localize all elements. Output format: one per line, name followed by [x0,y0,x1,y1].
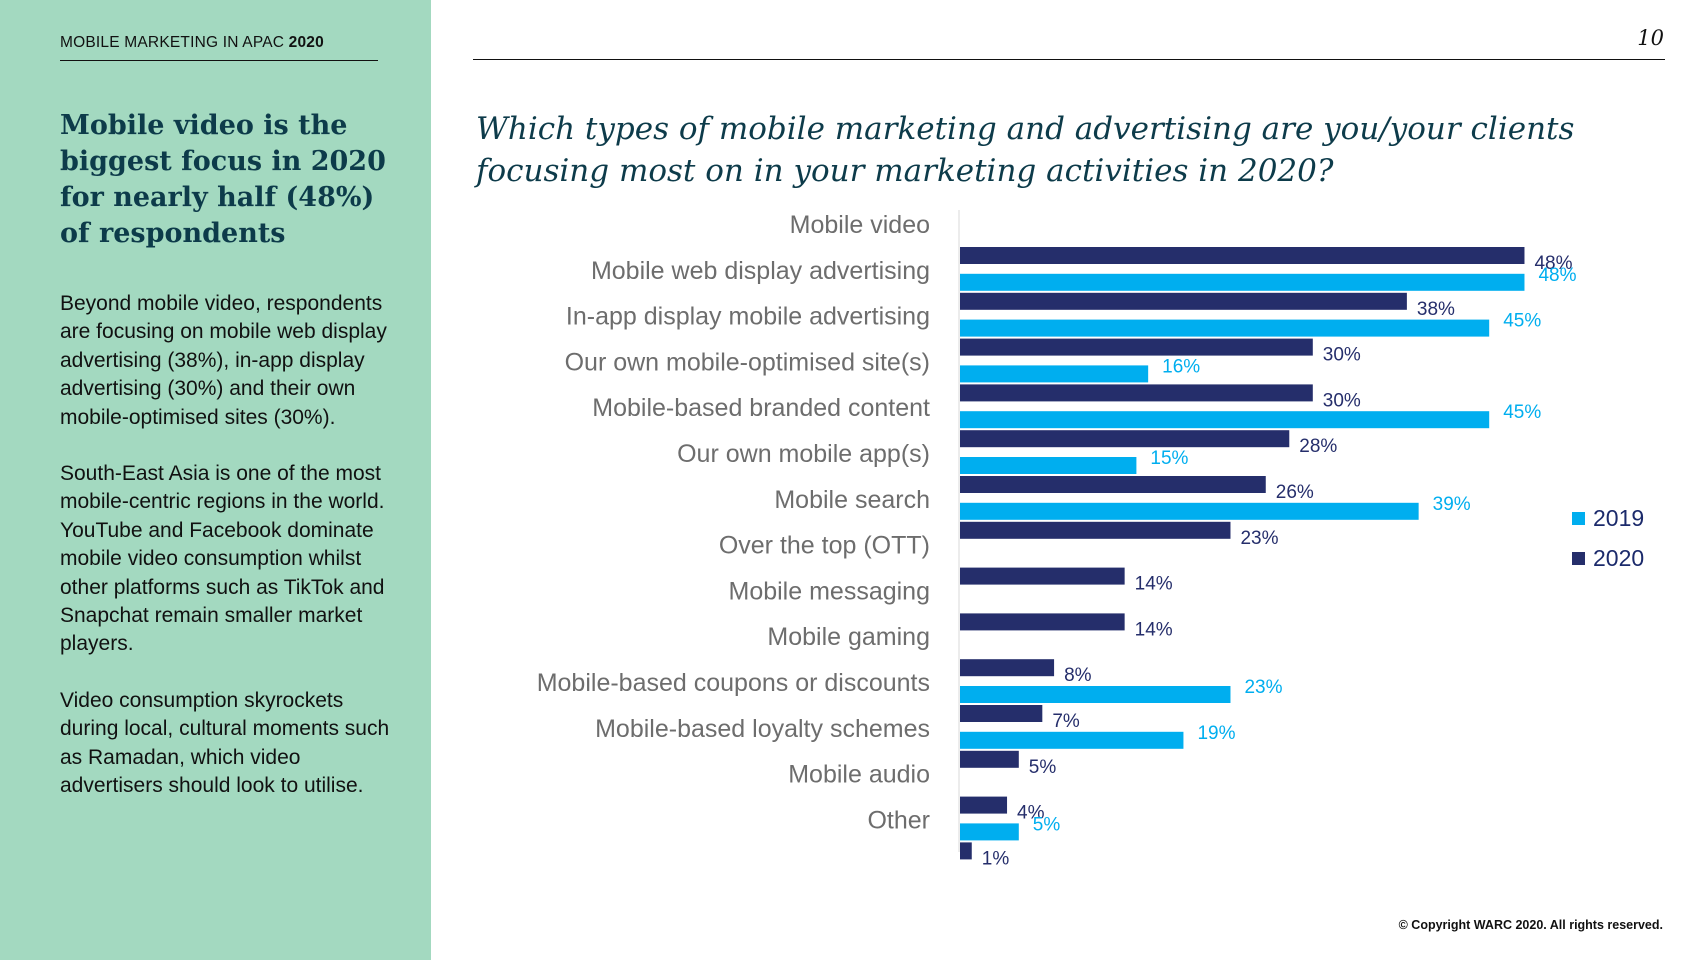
data-label-2020: 1% [982,848,1010,869]
sidebar-body: Beyond mobile video, respondents are foc… [60,290,390,829]
legend-label-2019: 2019 [1593,504,1645,531]
bar-2020 [960,521,1231,539]
data-label-2020: 5% [1029,757,1057,778]
bar-2019 [960,502,1419,520]
category-label: Mobile-based branded content [592,394,930,422]
sidebar: MOBILE MARKETING IN APAC 2020 Mobile vid… [0,0,431,960]
bar-2019 [960,731,1184,749]
legend-swatch-2020 [1572,551,1585,565]
category-label: Our own mobile-optimised site(s) [565,348,930,376]
data-label-2020: 8% [1064,665,1092,686]
data-label-2020: 26% [1276,482,1314,503]
category-label: Other [867,806,930,834]
data-label-2020: 23% [1240,528,1278,549]
bar-2020 [960,247,1525,264]
data-label-2020: 38% [1417,299,1455,320]
bar-2020 [960,384,1313,402]
data-label-2019: 16% [1162,356,1200,377]
legend-item-2020: 2020 [1572,538,1644,578]
bar-2020 [960,796,1008,814]
data-label-2019: 45% [1503,402,1541,423]
copyright-notice: © Copyright WARC 2020. All rights reserv… [1398,918,1663,932]
category-label: Mobile web display advertising [591,257,930,285]
bar-2020 [960,659,1055,677]
sidebar-paragraph-1: Beyond mobile video, respondents are foc… [60,292,387,429]
data-label-2019: 48% [1538,265,1576,286]
sidebar-heading: Mobile video is the biggest focus in 202… [60,110,386,249]
bar-2019 [960,686,1231,703]
bar-2019 [960,411,1490,429]
bar-2019 [960,273,1525,291]
category-label: Mobile video [790,211,930,239]
data-label-2020: 48% [1534,253,1572,274]
data-label-2020: 14% [1135,619,1173,640]
data-label-2019: 19% [1197,723,1235,744]
header-divider [473,59,1665,60]
document-year: 2020 [288,34,324,51]
legend-label-2020: 2020 [1593,544,1645,571]
bar-2020 [960,750,1019,768]
legend-swatch-2019 [1572,511,1585,525]
bar-2020 [960,292,1407,310]
sidebar-divider [60,60,378,61]
bar-2019 [960,365,1149,383]
bar-2020 [960,567,1125,585]
data-label-2020: 14% [1135,574,1173,595]
sidebar-paragraph-3: Video consumption skyrockets during loca… [60,688,390,798]
category-label: Mobile-based coupons or discounts [537,669,930,697]
document-title: MOBILE MARKETING IN APAC 2020 [60,34,324,51]
category-label: Over the top (OTT) [719,532,930,560]
category-label: In-app display mobile advertising [566,303,930,331]
category-label: Mobile audio [788,761,930,789]
sidebar-paragraph-2: South-East Asia is one of the most mobil… [60,462,385,656]
data-label-2020: 7% [1052,711,1080,732]
page-number: 10 [1637,26,1664,50]
bar-2019 [960,457,1137,474]
category-label: Mobile gaming [767,623,930,651]
bar-2020 [960,430,1290,448]
data-label-2019: 15% [1150,448,1188,469]
data-label-2020: 30% [1323,390,1361,411]
bar-2020 [960,705,1043,722]
data-label-2020: 4% [1017,803,1045,824]
bar-2020 [960,338,1313,356]
category-label: Mobile search [774,486,930,514]
chart-title: Which types of mobile marketing and adve… [476,111,1575,189]
data-label-2019: 45% [1503,311,1541,332]
data-label-2019: 5% [1033,814,1061,835]
bar-2019 [960,319,1490,337]
category-label: Mobile messaging [729,577,931,605]
category-label: Our own mobile app(s) [677,440,930,468]
legend-item-2019: 2019 [1572,498,1644,538]
data-label-2020: 30% [1323,345,1361,366]
bar-2020 [960,613,1125,631]
chart-legend: 2019 2020 [1572,498,1644,578]
bar-2020 [960,842,972,860]
category-label: Mobile-based loyalty schemes [595,715,930,743]
bar-2020 [960,476,1266,493]
data-label-2020: 28% [1299,436,1337,457]
bar-2019 [960,823,1019,841]
data-label-2019: 39% [1433,494,1471,515]
data-label-2019: 23% [1244,677,1282,698]
